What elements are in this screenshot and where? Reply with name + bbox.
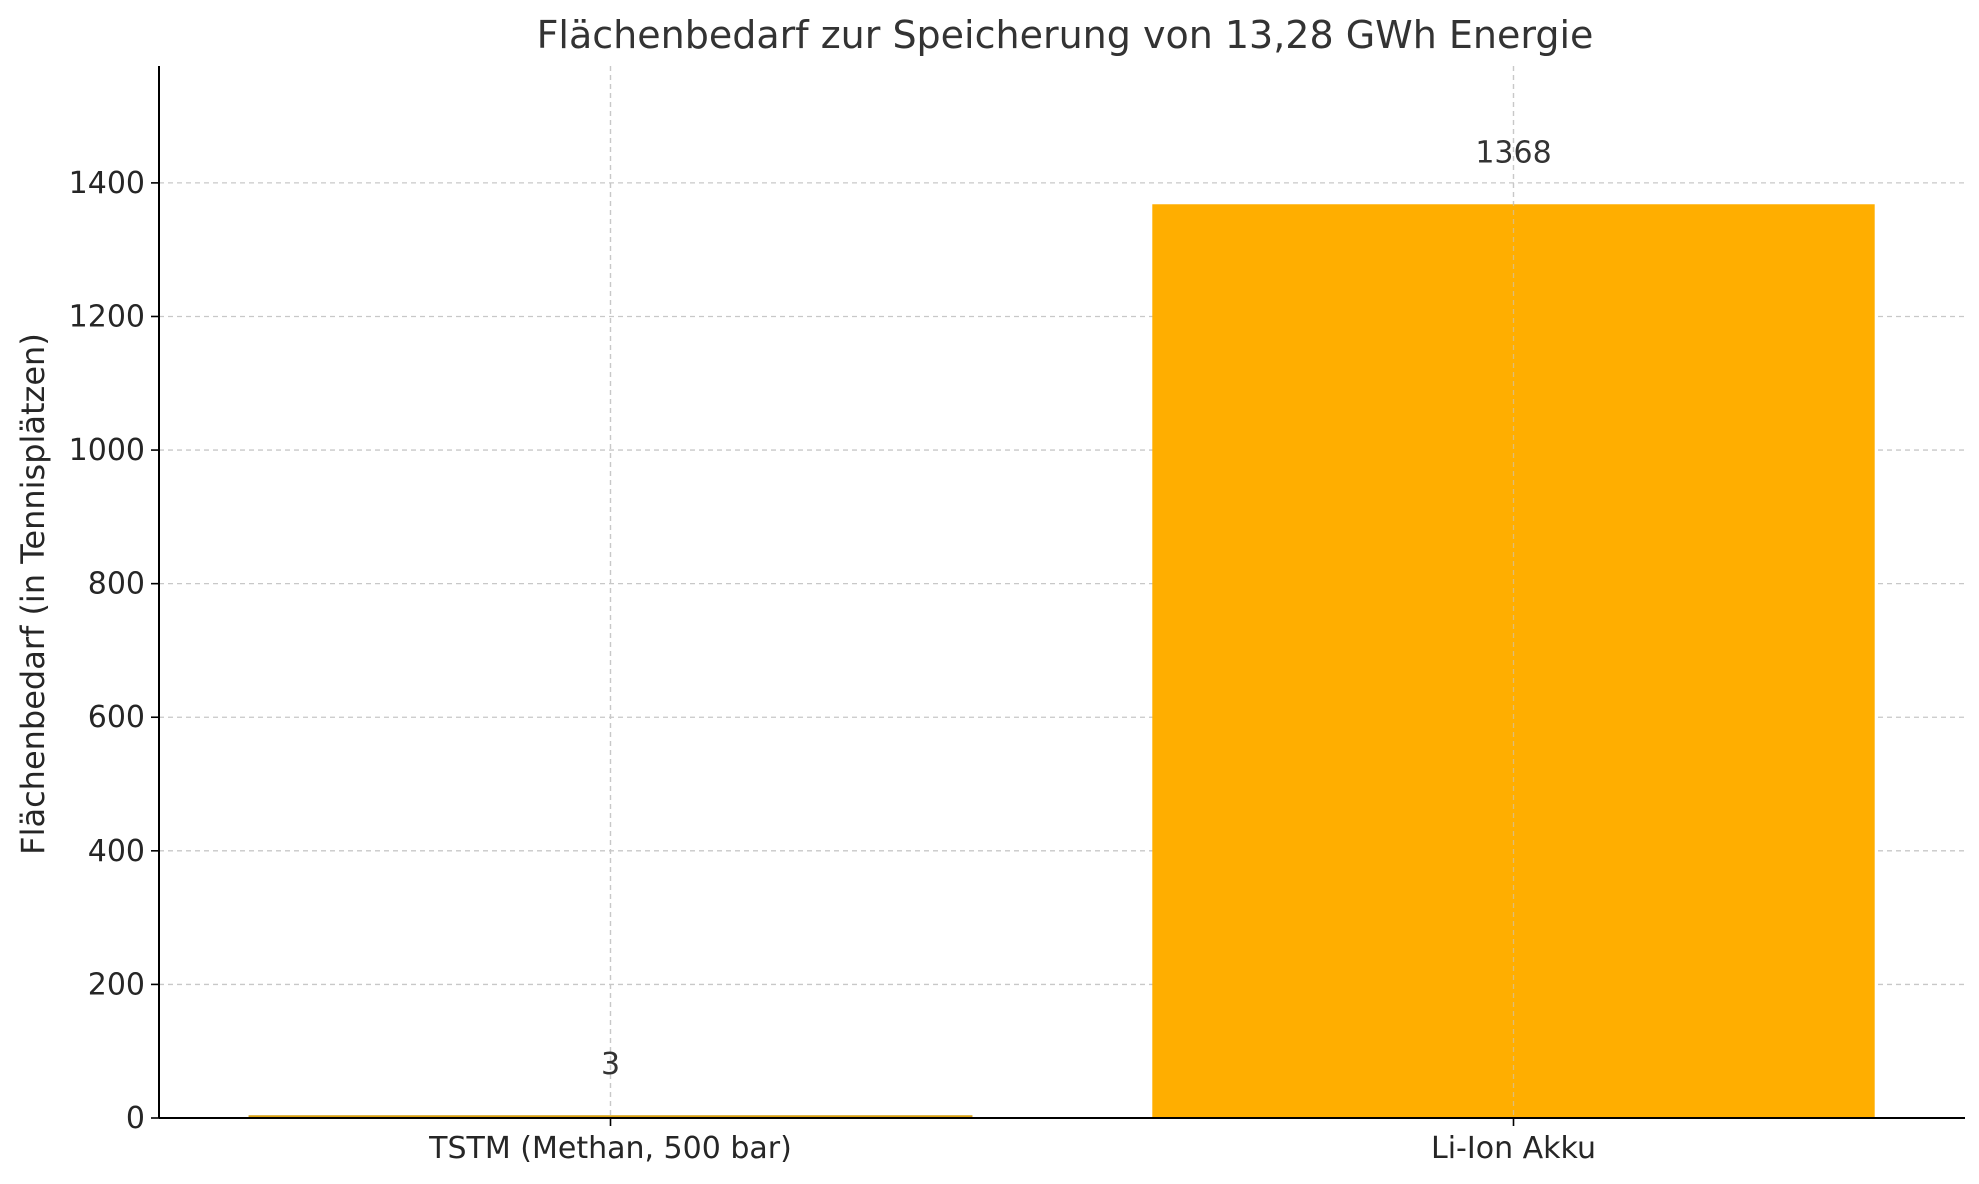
y-tick-label-0: 0 [126, 1101, 145, 1136]
y-tick-label-200: 200 [88, 967, 145, 1002]
data-label-1: 1368 [1475, 135, 1551, 170]
data-label-0: 3 [601, 1047, 620, 1082]
y-tick-label-1000: 1000 [69, 433, 145, 468]
x-tick-label-0: TSTM (Methan, 500 bar) [428, 1131, 792, 1166]
bars [248, 66, 1875, 1119]
y-tick-label-1200: 1200 [69, 299, 145, 334]
y-tick-label-600: 600 [88, 700, 145, 735]
labels: 0 200 400 600 800 1000 1200 1400 TSTM (Methan, 5… [69, 135, 1596, 1166]
grid-lines [159, 66, 1965, 1118]
y-tick-label-400: 400 [88, 834, 145, 869]
y-tick-label-800: 800 [88, 567, 145, 602]
y-axis-label: Flächenbedarf (in Tennisplätzen) [14, 333, 52, 855]
y-tick-label-1400: 1400 [69, 166, 145, 201]
axes [151, 66, 1965, 1126]
chart-title: Flächenbedarf zur Speicherung von 13,28 … [537, 13, 1594, 57]
x-tick-label-1: Li-Ion Akku [1431, 1131, 1596, 1166]
